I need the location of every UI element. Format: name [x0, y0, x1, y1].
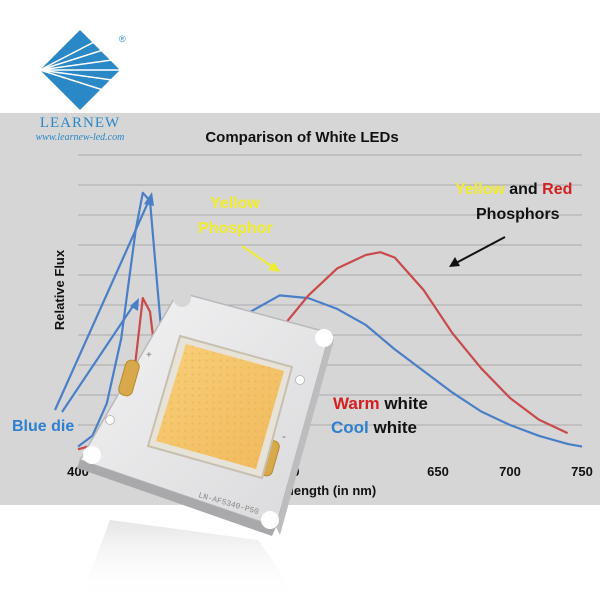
product-reflection — [80, 520, 300, 600]
arrow-yellow-red-phosphors — [455, 236, 506, 264]
logo-fan-line — [39, 69, 104, 91]
solder-pad-positive — [118, 359, 140, 397]
corner-notch — [173, 289, 191, 307]
mounting-hole — [105, 415, 115, 425]
minus-mark: - — [282, 429, 286, 443]
logo-fan-line — [39, 49, 104, 71]
chart-title: Comparison of White LEDs — [205, 129, 398, 146]
arrow-yellow-phosphor — [241, 245, 275, 269]
learnew-logo: ® LEARNEW www.learnew-led.com — [36, 30, 126, 143]
brand-name: LEARNEW — [40, 115, 120, 131]
annotation-blue-die: Blue die — [12, 418, 74, 435]
arrowhead-blue-die-2 — [130, 298, 139, 311]
cob-led-board: + - LN-AF5340-P50 — [77, 289, 334, 536]
arrowhead-blue-die-1 — [144, 192, 154, 206]
logo-fan-line — [39, 69, 113, 81]
arrowhead-yellow-phosphor — [268, 262, 280, 272]
phosphor-chip-texture — [156, 344, 284, 469]
board-edge-right — [276, 333, 334, 535]
annotation-yellow-and-red-phosphors: Yellow and Red Phosphors — [455, 181, 577, 223]
logo-fan-line — [39, 41, 95, 71]
legend-cool-white: Cool white — [331, 418, 417, 437]
corner-notch — [261, 511, 279, 529]
x-tick-label: 700 — [499, 464, 521, 479]
x-axis-label: elength (in nm) — [283, 483, 376, 498]
annotation-yellow-phosphor: Yellow Phosphor — [198, 195, 273, 237]
corner-notch — [315, 329, 333, 347]
y-axis-label: Relative Flux — [52, 249, 67, 330]
plus-mark: + — [146, 350, 152, 361]
x-tick-label: 750 — [571, 464, 593, 479]
arrowhead-yellow-red-phosphors — [449, 257, 460, 267]
x-ticks: 400 650 700 750 — [67, 464, 593, 479]
blue-die-arrows — [53, 197, 152, 413]
brand-url: www.learnew-led.com — [36, 132, 125, 143]
x-tick-label: 650 — [427, 464, 449, 479]
registered-mark: ® — [119, 34, 126, 44]
corner-notch — [83, 446, 101, 464]
logo-fan-line — [39, 59, 113, 71]
mounting-hole — [295, 375, 305, 385]
legend-warm-white: Warm white — [333, 394, 428, 413]
board-edge — [77, 460, 276, 536]
